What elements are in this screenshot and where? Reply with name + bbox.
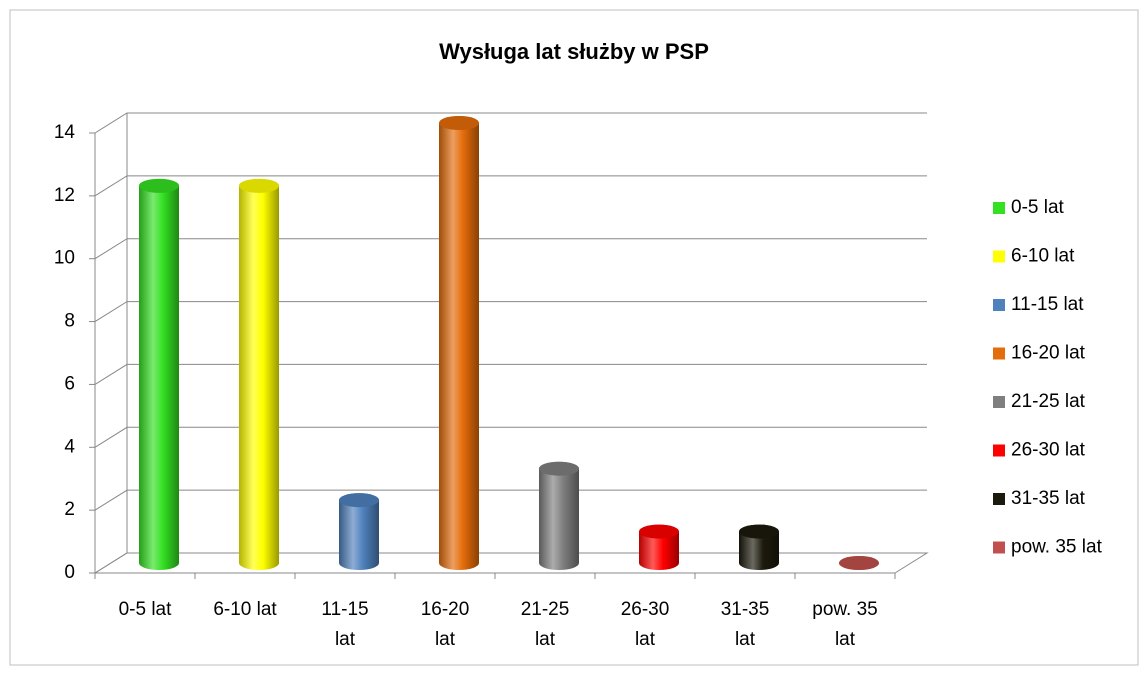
legend-label: 26-30 lat: [1011, 440, 1086, 461]
floor: [94, 552, 929, 574]
bar-top: [639, 524, 679, 539]
grid-line: [94, 363, 927, 385]
bar: [239, 178, 279, 570]
bar: [539, 461, 579, 570]
chart-border: [9, 9, 1139, 666]
y-tick-label: 14: [54, 122, 76, 143]
legend-label: 11-15 lat: [1011, 294, 1084, 315]
x-tick-label: 11-15 lat: [321, 599, 369, 650]
bar: [139, 178, 179, 570]
legend-swatch: [993, 347, 1005, 360]
bar: [439, 116, 479, 570]
y-tick-label: 12: [54, 185, 75, 206]
bar: [339, 493, 379, 570]
x-tick-label: 26-30 lat: [620, 599, 670, 650]
legend-label: 0-5 lat: [1011, 197, 1065, 218]
legend-swatch: [993, 396, 1005, 408]
back-wall-edge: [95, 93, 127, 113]
y-tick-label: 10: [54, 248, 75, 269]
legend-swatch: [993, 444, 1005, 457]
y-tick-label: 8: [64, 311, 75, 332]
grid-line: [94, 112, 927, 134]
y-tick-label: 6: [64, 373, 75, 394]
grid-line: [94, 552, 927, 574]
grid-line: [94, 238, 927, 260]
legend-swatch: [993, 493, 1005, 505]
grid-line: [94, 489, 927, 511]
bar-top: [839, 556, 879, 570]
bar-top: [439, 116, 479, 130]
legend-swatch: [993, 250, 1005, 263]
legend-label: 16-20 lat: [1011, 343, 1086, 364]
x-tick-label: 6-10 lat: [213, 599, 277, 620]
bar-top: [239, 178, 279, 193]
legend-swatch: [993, 541, 1005, 554]
x-tick-label: 16-20 lat: [420, 599, 470, 650]
legend-label: pow. 35 lat: [1011, 537, 1103, 558]
bar-top: [339, 493, 379, 508]
legend-label: 6-10 lat: [1011, 246, 1075, 267]
bar-top: [139, 178, 179, 193]
legend-swatch: [993, 299, 1005, 311]
y-tick-label: 2: [64, 499, 75, 520]
x-tick-label: 0-5 lat: [118, 599, 172, 620]
grid-line: [94, 301, 927, 322]
grid-line: [94, 175, 927, 197]
bar-top: [739, 524, 779, 539]
x-tick-label: 21-25 lat: [520, 599, 570, 650]
legend-swatch: [993, 202, 1005, 214]
y-tick-label: 4: [64, 436, 75, 457]
x-tick-label: 31-35 lat: [720, 599, 770, 650]
grid-line: [94, 426, 927, 448]
legend-label: 21-25 lat: [1011, 391, 1086, 412]
legend-label: 31-35 lat: [1011, 488, 1086, 509]
y-tick-label: 0: [64, 562, 75, 583]
chart-title: Wysługa lat służby w PSP: [439, 39, 709, 64]
bar-top: [539, 461, 579, 476]
x-tick-label: pow. 35 lat: [812, 599, 878, 650]
